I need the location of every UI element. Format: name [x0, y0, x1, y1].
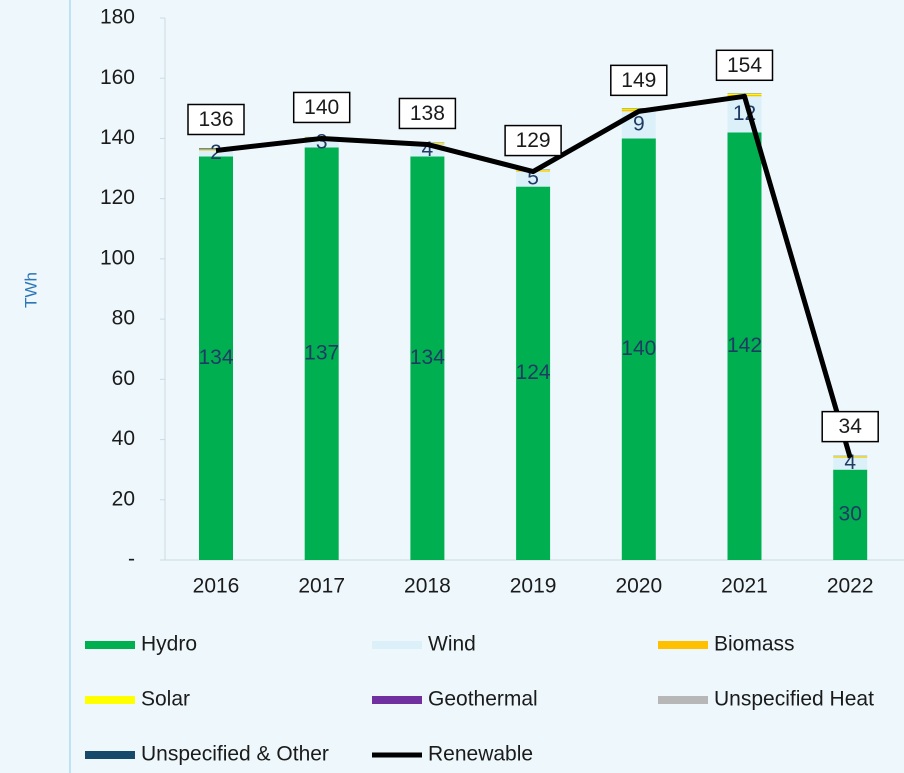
data-label: 138 [410, 102, 445, 125]
y-tick-label: 40 [112, 427, 135, 450]
data-label: 136 [198, 108, 233, 131]
label-box [292, 91, 351, 124]
bar-segment [410, 156, 445, 560]
bar-segment [304, 147, 339, 560]
label-box [715, 49, 774, 82]
data-label: 149 [621, 69, 656, 92]
bar-segment [833, 457, 868, 470]
legend-label: Renewable [428, 743, 533, 766]
legend-swatch [85, 696, 135, 704]
bar-segment [199, 150, 233, 157]
data-label: 137 [304, 341, 339, 364]
y-tick-label: 80 [112, 307, 135, 330]
label-box [821, 410, 879, 443]
legend-label: Unspecified Heat [714, 688, 874, 711]
legend-label: Solar [141, 688, 190, 711]
data-label: 134 [198, 346, 233, 369]
label-box [504, 124, 562, 157]
x-tick-label: 2020 [615, 575, 662, 598]
y-tick-label: 180 [100, 6, 135, 29]
legend-label: Wind [428, 633, 476, 656]
data-label: 30 [839, 502, 862, 525]
x-tick-label: 2017 [298, 575, 345, 598]
legend-label: Unspecified & Other [141, 743, 329, 766]
x-tick-label: 2022 [827, 575, 874, 598]
y-tick-label: - [128, 548, 135, 571]
legend-swatch [85, 641, 135, 649]
bar-segment [621, 138, 656, 560]
data-label: 140 [304, 96, 339, 119]
data-label: 154 [727, 54, 762, 77]
label-box [610, 64, 668, 97]
y-tick-label: 100 [100, 246, 135, 269]
data-label: 134 [410, 346, 445, 369]
legend-label: Geothermal [428, 688, 538, 711]
bar-segment [516, 186, 551, 560]
legend-swatch [658, 696, 708, 704]
bar-segment [833, 469, 868, 560]
label-box [398, 97, 457, 130]
y-tick-label: 120 [100, 186, 135, 209]
line-series [215, 93, 853, 459]
data-label: 3 [316, 131, 328, 154]
y-tick-label: 160 [100, 66, 135, 89]
data-label: 4 [422, 138, 434, 161]
data-label: 2 [210, 141, 222, 164]
y-tick-label: 140 [100, 126, 135, 149]
label-box [187, 103, 245, 136]
legend-swatch [372, 641, 422, 649]
data-label: 9 [633, 112, 645, 135]
y-tick-label: 20 [112, 487, 135, 510]
x-tick-label: 2018 [404, 575, 451, 598]
bar-segment [727, 132, 762, 560]
data-label: 142 [727, 334, 762, 357]
y-axis-label: TWh [21, 272, 40, 308]
legend-swatch [372, 696, 422, 704]
legend-label: Hydro [141, 633, 197, 656]
x-tick-label: 2016 [193, 575, 240, 598]
data-label: 124 [516, 361, 551, 384]
legend-label: Biomass [714, 633, 795, 656]
bar-segment [304, 138, 339, 148]
x-tick-label: 2021 [721, 575, 768, 598]
y-tick-label: 60 [112, 367, 135, 390]
legend-swatch [658, 641, 708, 649]
data-label: 129 [516, 129, 551, 152]
bar-segment [199, 156, 233, 560]
data-label: 5 [527, 167, 539, 190]
data-label: 140 [621, 337, 656, 360]
data-label: 34 [839, 415, 863, 438]
data-label: 4 [844, 451, 856, 474]
legend-swatch [85, 751, 135, 759]
bar-segment [516, 171, 551, 187]
x-tick-label: 2019 [510, 575, 557, 598]
